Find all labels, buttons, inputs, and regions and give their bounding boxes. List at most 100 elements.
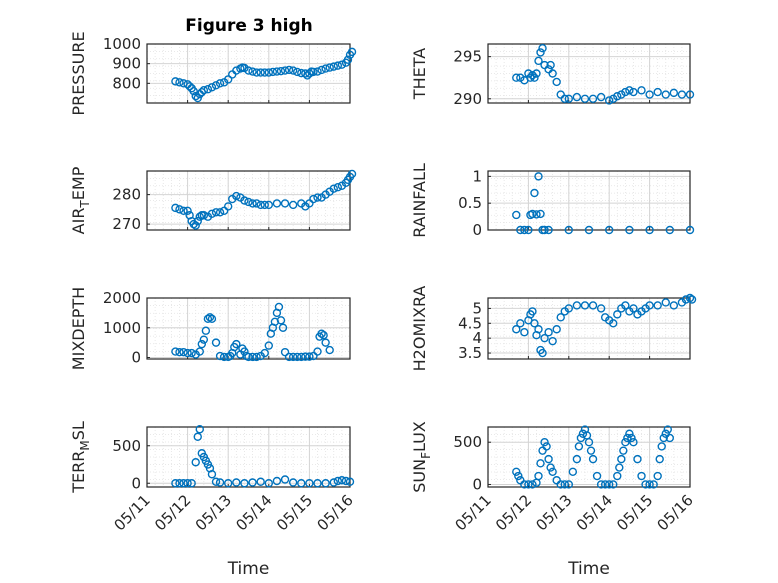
x-tick-label: 05/16 — [654, 491, 697, 534]
data-point — [661, 298, 670, 307]
data-point — [556, 313, 565, 322]
data-point — [564, 225, 573, 235]
y-axis-label: AIRTEMP — [69, 166, 92, 234]
x-tick-label: 05/14 — [232, 491, 275, 534]
data-point — [572, 454, 582, 464]
data-point — [544, 225, 553, 235]
data-point — [609, 480, 618, 489]
y-tick-label: 295 — [453, 48, 482, 66]
data-point — [568, 467, 578, 476]
data-point — [572, 301, 582, 310]
data-point — [195, 347, 204, 356]
data-point — [171, 77, 180, 86]
y-tick-label: 3.5 — [458, 344, 482, 362]
data-point — [657, 442, 666, 451]
data-point — [260, 68, 269, 77]
data-point — [564, 304, 573, 313]
data-point — [514, 471, 523, 481]
data-point — [653, 87, 662, 97]
data-point — [685, 293, 695, 303]
data-point — [288, 200, 298, 210]
x-tick-label: 05/12 — [492, 491, 535, 534]
data-point — [232, 191, 241, 201]
y-axis-label: TERRMSL — [69, 421, 92, 494]
data-point — [248, 478, 257, 487]
data-point — [520, 225, 529, 235]
data-point — [347, 169, 357, 179]
data-point — [685, 225, 695, 235]
data-point — [584, 438, 594, 447]
data-point — [244, 352, 253, 362]
data-point — [623, 433, 632, 443]
data-point — [175, 205, 184, 214]
y-tick-label: 0 — [472, 221, 482, 239]
data-point — [191, 458, 200, 467]
y-tick-label: 280 — [112, 186, 141, 204]
data-point — [512, 73, 521, 82]
data-point — [223, 202, 233, 211]
data-point — [207, 470, 217, 479]
data-point — [540, 333, 549, 343]
data-point — [244, 66, 253, 75]
data-point — [588, 94, 598, 103]
data-point — [305, 479, 314, 488]
data-point — [532, 69, 541, 78]
data-point — [248, 67, 257, 76]
data-point — [272, 199, 282, 208]
data-point — [191, 91, 200, 101]
data-point — [280, 199, 290, 208]
data-point — [669, 301, 679, 310]
data-point — [588, 301, 598, 310]
data-point — [280, 347, 290, 357]
data-point — [248, 199, 257, 208]
data-point — [617, 454, 626, 464]
data-point — [329, 62, 338, 71]
data-point — [548, 467, 557, 476]
data-point — [596, 480, 606, 489]
data-point — [187, 479, 196, 488]
data-point — [171, 203, 180, 213]
data-point — [337, 476, 347, 485]
data-point — [520, 480, 529, 489]
data-point — [264, 341, 273, 350]
data-point — [552, 77, 561, 87]
data-point — [325, 345, 334, 355]
subplot-h2omixra: 3.544.55 H2OMIXRA — [410, 286, 697, 371]
axes-box — [146, 426, 351, 488]
data-point — [325, 63, 334, 72]
data-point — [524, 225, 533, 235]
data-point — [532, 210, 541, 219]
data-point — [175, 347, 184, 357]
data-point — [536, 209, 545, 219]
data-point — [215, 208, 225, 217]
y-tick-label: 0.5 — [458, 194, 482, 212]
data-point — [534, 172, 543, 181]
data-point — [175, 78, 184, 87]
data-point — [321, 338, 330, 347]
data-point — [613, 92, 622, 101]
data-point — [193, 432, 202, 441]
data-point — [185, 82, 194, 91]
data-point — [681, 295, 691, 304]
data-point — [520, 328, 529, 337]
data-point — [621, 301, 630, 310]
data-point — [179, 479, 188, 488]
data-point — [637, 471, 646, 481]
y-tick-label: 1000 — [103, 319, 141, 337]
data-point — [605, 96, 614, 105]
data-point — [215, 351, 225, 361]
data-point — [203, 314, 213, 324]
data-point — [538, 44, 547, 53]
data-point — [199, 335, 209, 344]
data-point — [280, 66, 290, 75]
data-point — [223, 479, 233, 488]
data-point — [347, 47, 357, 57]
axes-box — [146, 43, 351, 104]
data-point — [248, 352, 257, 362]
data-point — [207, 83, 217, 92]
data-point — [175, 479, 184, 488]
data-point — [288, 478, 298, 487]
data-point — [613, 310, 622, 319]
data-point — [536, 48, 545, 57]
